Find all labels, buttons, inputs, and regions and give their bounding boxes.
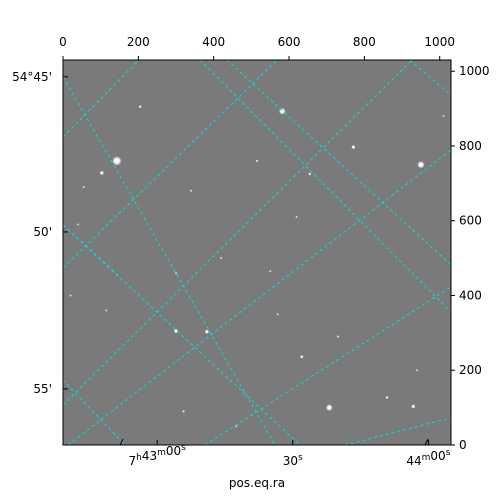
y-tick-label: 400 bbox=[459, 288, 482, 302]
y-tick-label: 0 bbox=[459, 438, 467, 452]
sky-background bbox=[63, 60, 451, 445]
y-tick-label: 200 bbox=[459, 363, 482, 377]
star-source bbox=[336, 335, 340, 338]
x-tick-label: 0 bbox=[59, 35, 67, 49]
world-axis-ticks: 7h43m00s 30s 44m00s 54°45' 50' 55' bbox=[12, 70, 451, 468]
pixel-axis-ticks: 0 200 400 600 800 1000 0 200 400 600 800 1000 bbox=[59, 35, 489, 452]
star-source bbox=[69, 294, 72, 297]
grid-line bbox=[67, 149, 451, 445]
star-source bbox=[204, 329, 210, 335]
x-tick-label: 800 bbox=[353, 35, 376, 49]
y-tick-label: 1000 bbox=[459, 64, 490, 78]
star-source bbox=[255, 159, 259, 163]
grid-line bbox=[63, 60, 140, 138]
star-source bbox=[175, 272, 177, 275]
ra-tick-label: 44m00s bbox=[406, 448, 450, 468]
image-background bbox=[63, 60, 451, 445]
grid-line bbox=[199, 60, 451, 313]
star-source bbox=[442, 115, 445, 118]
y-tick-label: 800 bbox=[459, 139, 482, 153]
star-source bbox=[82, 186, 85, 189]
grid-line bbox=[409, 60, 451, 96]
x-tick-label: 600 bbox=[278, 35, 301, 49]
star-source bbox=[105, 309, 108, 312]
star-source bbox=[182, 410, 185, 413]
grid-line bbox=[63, 60, 413, 406]
ra-minor-tick bbox=[424, 438, 429, 446]
star-source bbox=[111, 155, 122, 166]
grid-line bbox=[204, 286, 451, 445]
star-source bbox=[276, 313, 279, 316]
star-source bbox=[138, 105, 142, 109]
x-tick-label: 400 bbox=[202, 35, 225, 49]
star-source bbox=[325, 404, 333, 412]
star-source bbox=[300, 355, 304, 359]
star-source bbox=[295, 216, 298, 218]
ra-minor-tick bbox=[119, 438, 124, 446]
x-tick-label: 200 bbox=[127, 35, 150, 49]
grid-line bbox=[63, 76, 276, 445]
star-source bbox=[190, 189, 193, 192]
star-source bbox=[99, 170, 105, 176]
grid-line bbox=[226, 60, 451, 266]
coordinate-grid bbox=[63, 60, 451, 445]
dec-tick-label: 55' bbox=[33, 382, 52, 396]
dec-tick-label: 54°45' bbox=[12, 70, 52, 84]
star-source bbox=[351, 144, 356, 150]
star-source bbox=[77, 223, 80, 226]
star-source bbox=[416, 369, 419, 372]
star-source bbox=[411, 404, 416, 409]
x-axis-label: pos.eq.ra bbox=[229, 476, 285, 490]
x-tick-label: 1000 bbox=[424, 35, 455, 49]
star-source bbox=[269, 270, 272, 273]
star-source bbox=[220, 257, 223, 260]
star-source bbox=[385, 395, 389, 400]
star-source bbox=[417, 160, 425, 169]
grid-line bbox=[63, 60, 278, 269]
grid-line bbox=[63, 379, 126, 445]
dec-tick-label: 50' bbox=[33, 225, 52, 239]
ra-tick-label: 30s bbox=[283, 453, 303, 468]
star-source bbox=[308, 172, 312, 176]
plot-frame bbox=[62, 59, 452, 446]
grid-line bbox=[344, 417, 451, 445]
y-tick-label: 600 bbox=[459, 214, 482, 228]
star-source bbox=[173, 328, 179, 334]
ra-tick-label: 7h43m00s bbox=[128, 443, 186, 468]
